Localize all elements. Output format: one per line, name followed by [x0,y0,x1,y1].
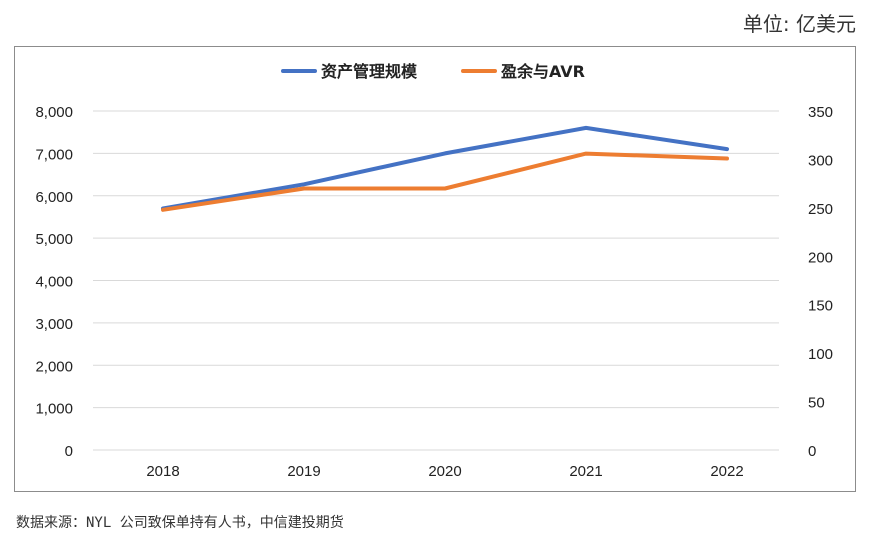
y-left-tick-label: 6,000 [35,189,73,206]
x-tick-label: 2020 [428,463,461,480]
unit-label: 单位: 亿美元 [742,12,856,36]
line-chart: 0 1,000 2,000 3,000 4,000 5,000 6,000 7,000 8,00… [35,62,833,480]
y-right-tick-label: 100 [808,346,833,363]
y-left-tick-label: 1,000 [35,401,73,418]
series-line-surplus-avr [161,151,729,212]
x-tick-label: 2022 [710,463,743,480]
legend-label: 盈余与AVR [500,62,585,81]
y-left-tick-label: 0 [65,443,73,460]
y-left-tick-label: 3,000 [35,316,73,333]
source-note: 数据来源：NYL 公司致保单持有人书，中信建投期货 [16,515,344,531]
y-left-tick-label: 2,000 [35,358,73,375]
y-right-tick-label: 0 [808,443,816,460]
y-right-tick-label: 150 [808,298,833,315]
y-left-tick-label: 4,000 [35,274,73,291]
x-tick-label: 2019 [287,463,320,480]
y-left-tick-label: 7,000 [35,146,73,163]
y-right-tick-label: 250 [808,201,833,218]
y-left-tick-label: 5,000 [35,231,73,248]
x-tick-label: 2018 [146,463,179,480]
chart-frame: 0 1,000 2,000 3,000 4,000 5,000 6,000 7,000 8,00… [14,46,856,492]
y-right-tick-label: 300 [808,152,833,169]
y-left-tick-label: 8,000 [35,104,73,121]
series-line-aum [161,125,729,211]
y-right-tick-label: 50 [808,395,825,412]
y-right-tick-label: 350 [808,104,833,121]
y-right-tick-label: 200 [808,249,833,266]
x-tick-label: 2021 [569,463,602,480]
legend-label: 资产管理规模 [321,62,418,81]
